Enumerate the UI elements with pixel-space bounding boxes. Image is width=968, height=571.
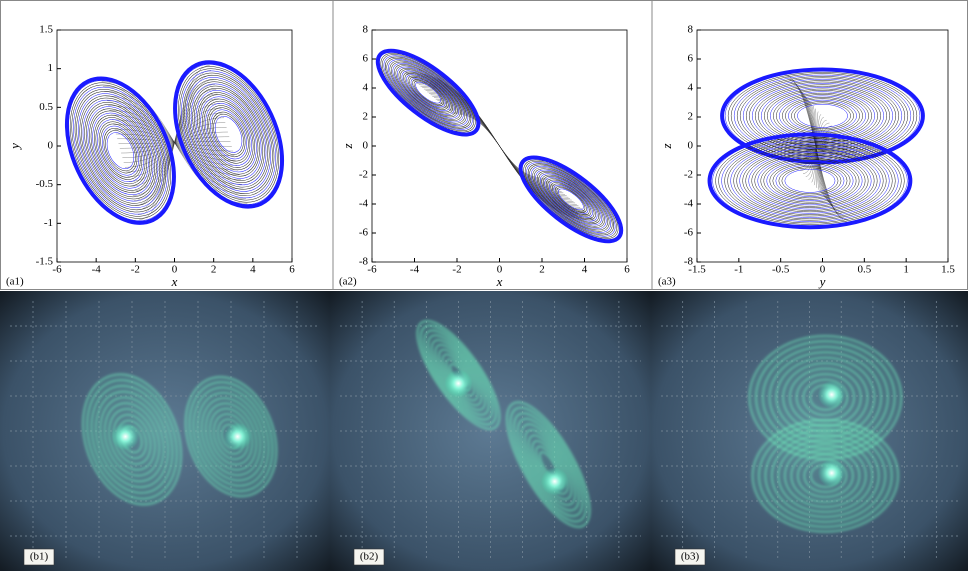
y-tick-label: 6 bbox=[688, 53, 694, 65]
bright-spot bbox=[111, 423, 139, 451]
y-tick-label: 8 bbox=[363, 24, 369, 36]
oscilloscope-photo: (b2) bbox=[330, 291, 651, 571]
x-tick-label: 6 bbox=[624, 264, 630, 276]
strand bbox=[453, 114, 547, 179]
trajectory bbox=[710, 69, 923, 227]
outer-orbit bbox=[154, 45, 304, 223]
photo-label: (b1) bbox=[30, 551, 49, 563]
orbit bbox=[375, 45, 481, 140]
x-tick-label: -6 bbox=[367, 264, 377, 276]
photo-label: (b3) bbox=[681, 551, 700, 563]
orbit bbox=[788, 100, 856, 132]
orbit bbox=[791, 101, 853, 130]
y-tick-label: 2 bbox=[363, 111, 369, 123]
trajectory bbox=[45, 45, 303, 240]
x-axis-label: x bbox=[496, 274, 503, 289]
trajectory bbox=[366, 37, 634, 256]
y-axis-label: z bbox=[340, 143, 355, 149]
x-tick-label: -2 bbox=[131, 264, 140, 276]
y-tick-label: 0 bbox=[48, 140, 54, 152]
y-tick-label: -1 bbox=[44, 217, 53, 229]
y-tick-label: 0 bbox=[688, 140, 694, 152]
outer-orbit bbox=[45, 61, 195, 239]
y-tick-label: -2 bbox=[684, 169, 693, 181]
x-tick-label: 1 bbox=[903, 264, 909, 276]
orbit bbox=[773, 164, 847, 198]
x-axis-label: x bbox=[171, 274, 178, 289]
orbit bbox=[794, 103, 850, 129]
y-tick-label: 2 bbox=[688, 111, 694, 123]
x-tick-label: -1 bbox=[734, 264, 743, 276]
y-tick-label: -2 bbox=[359, 169, 368, 181]
x-tick-label: 1.5 bbox=[941, 264, 955, 276]
x-tick-label: -6 bbox=[52, 264, 62, 276]
x-tick-label: -0.5 bbox=[772, 264, 790, 276]
orbit bbox=[516, 150, 626, 248]
orbit bbox=[779, 96, 865, 136]
x-tick-label: 4 bbox=[250, 264, 256, 276]
orbit bbox=[154, 45, 304, 223]
y-tick-label: 4 bbox=[363, 82, 369, 94]
bright-spot bbox=[818, 459, 846, 487]
orbit bbox=[97, 123, 143, 178]
orbit bbox=[785, 99, 859, 133]
y-axis-label: z bbox=[659, 143, 674, 149]
x-tick-label: 0.5 bbox=[857, 264, 871, 276]
y-tick-label: 0.5 bbox=[39, 101, 53, 113]
plot-box bbox=[57, 30, 292, 262]
x-tick-label: -4 bbox=[410, 264, 420, 276]
orbit bbox=[764, 159, 856, 202]
bright-spot bbox=[444, 369, 472, 397]
y-tick-label: 4 bbox=[688, 82, 694, 94]
y-tick-label: 1 bbox=[48, 62, 54, 74]
orbit bbox=[779, 166, 841, 195]
y-tick-label: -8 bbox=[684, 256, 694, 268]
y-tick-label: -6 bbox=[359, 227, 369, 239]
bright-spot bbox=[818, 381, 846, 409]
y-tick-label: -6 bbox=[684, 227, 694, 239]
y-tick-label: -4 bbox=[684, 198, 694, 210]
orbit bbox=[205, 107, 251, 162]
x-tick-label: 2 bbox=[539, 264, 545, 276]
outer-orbit bbox=[508, 143, 633, 255]
bright-spot bbox=[541, 467, 569, 495]
y-tick-label: -1.5 bbox=[36, 256, 54, 268]
x-tick-label: 6 bbox=[289, 264, 295, 276]
orbit bbox=[373, 43, 483, 141]
orbit bbox=[776, 94, 868, 137]
y-axis-label: y bbox=[7, 143, 22, 151]
x-tick-label: 4 bbox=[582, 264, 588, 276]
x-axis-label: y bbox=[818, 274, 826, 289]
panel-label: (a2) bbox=[339, 276, 357, 288]
x-tick-label: -2 bbox=[452, 264, 461, 276]
orbit bbox=[45, 61, 195, 239]
x-tick-label: -4 bbox=[92, 264, 102, 276]
y-tick-label: 1.5 bbox=[39, 24, 53, 36]
y-tick-label: -4 bbox=[359, 198, 369, 210]
x-tick-label: 2 bbox=[211, 264, 217, 276]
y-tick-label: 0 bbox=[363, 140, 369, 152]
orbit bbox=[776, 165, 844, 197]
y-tick-label: -0.5 bbox=[36, 178, 54, 190]
panel-label: (a3) bbox=[658, 276, 676, 288]
oscilloscope-photo: (b3) bbox=[651, 291, 968, 571]
bright-spot bbox=[224, 423, 252, 451]
y-tick-label: 8 bbox=[688, 24, 694, 36]
y-tick-label: 6 bbox=[363, 53, 369, 65]
orbit bbox=[767, 161, 853, 201]
outer-orbit bbox=[366, 37, 491, 149]
glow-trace bbox=[749, 336, 901, 532]
orbit bbox=[782, 168, 838, 194]
figure: -6 -4 -2 0 2 4 6 -1.5 -1 -0.5 0 0.5 1 1.5 x y (a1) -6 -4 -2… bbox=[0, 0, 968, 571]
oscilloscope-photo: (b1) bbox=[0, 291, 330, 571]
panel-label: (a1) bbox=[6, 276, 24, 288]
photo-label: (b2) bbox=[360, 551, 379, 563]
y-tick-label: -8 bbox=[359, 256, 369, 268]
orbit bbox=[518, 152, 624, 247]
